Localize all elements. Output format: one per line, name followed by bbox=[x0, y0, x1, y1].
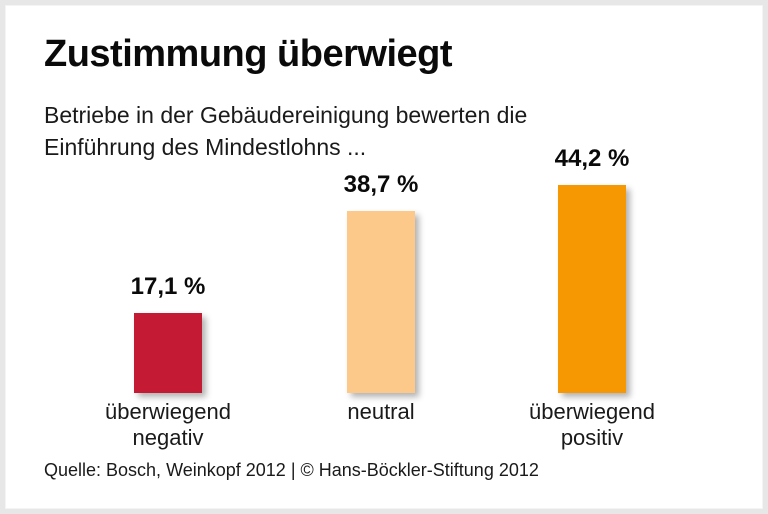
bar bbox=[558, 185, 626, 393]
chart-title: Zustimmung überwiegt bbox=[44, 33, 453, 75]
bar-column: 38,7 % neutral bbox=[275, 0, 487, 514]
bar-category-label: neutral bbox=[347, 399, 415, 424]
bar-value-label: 38,7 % bbox=[343, 171, 419, 198]
bar bbox=[347, 211, 415, 393]
bar-column: 17,1 % überwiegend negativ bbox=[62, 0, 274, 514]
bar-column: 44,2 % überwiegend positiv bbox=[486, 0, 698, 514]
chart-subtitle: Betriebe in der Gebäudereinigung bewerte… bbox=[44, 102, 528, 160]
source-line: Quelle: Bosch, Weinkopf 2012 | © Hans-Bö… bbox=[44, 460, 539, 480]
bar-value-label: 44,2 % bbox=[554, 145, 630, 172]
bar-category-label: überwiegend positiv bbox=[529, 399, 655, 450]
bar bbox=[134, 313, 202, 393]
bar-value-label: 17,1 % bbox=[130, 273, 206, 300]
bar-category-label: überwiegend negativ bbox=[105, 399, 231, 450]
